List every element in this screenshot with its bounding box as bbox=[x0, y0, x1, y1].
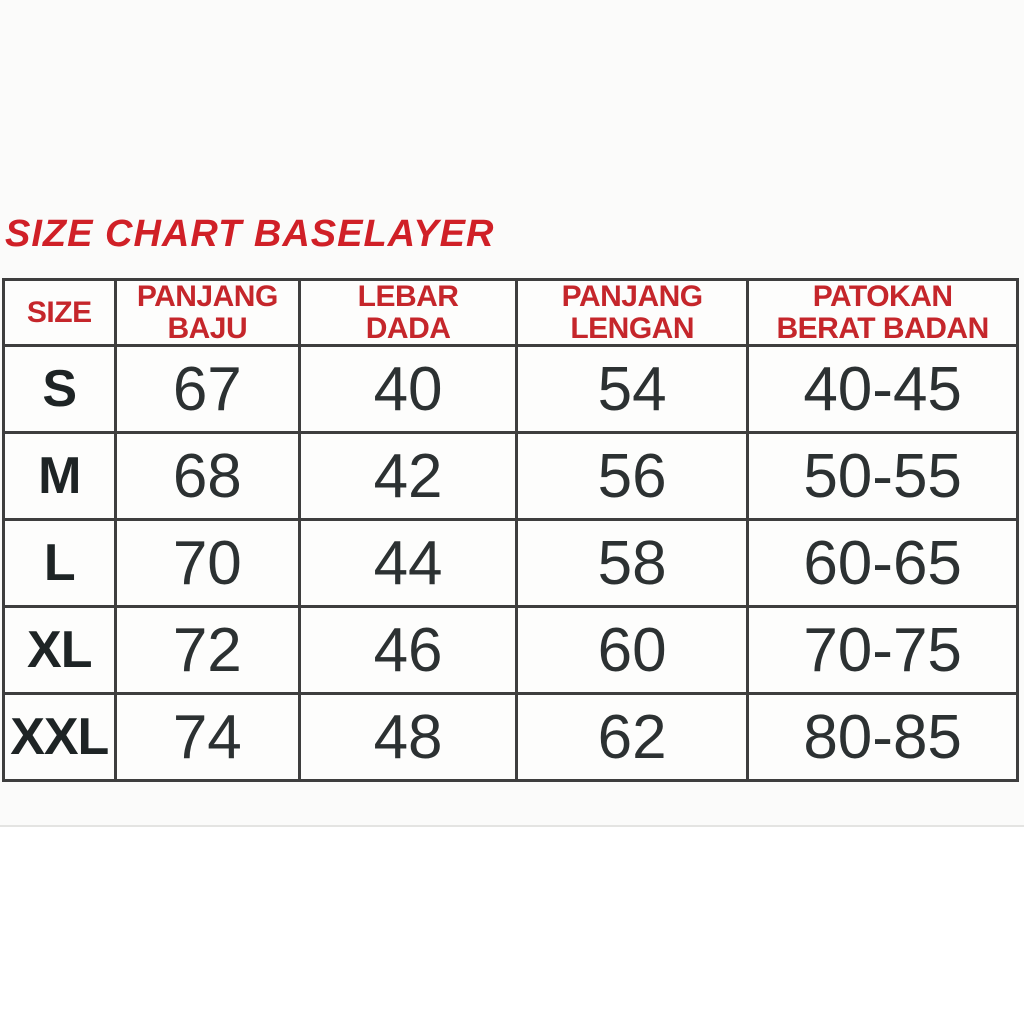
measurement-value-cell: 72 bbox=[113, 605, 302, 695]
column-header-patokan_berat_badan: PATOKAN BERAT BADAN bbox=[746, 278, 1019, 347]
measurement-value-cell: 70-75 bbox=[746, 605, 1019, 695]
measurement-value-cell: 40-45 bbox=[746, 344, 1019, 434]
column-header-panjang_lengan: PANJANG LENGAN bbox=[515, 278, 750, 347]
size-label-cell: L bbox=[2, 518, 117, 608]
measurement-value-cell: 54 bbox=[515, 344, 750, 434]
measurement-value-cell: 67 bbox=[113, 344, 302, 434]
size-label-cell: XL bbox=[2, 605, 117, 695]
size-label-cell: M bbox=[2, 431, 117, 521]
measurement-value-cell: 70 bbox=[113, 518, 302, 608]
measurement-value-cell: 46 bbox=[298, 605, 519, 695]
measurement-value-cell: 60 bbox=[515, 605, 750, 695]
column-header-panjang_baju: PANJANG BAJU bbox=[113, 278, 302, 347]
measurement-value-cell: 44 bbox=[298, 518, 519, 608]
size-label-cell: XXL bbox=[2, 692, 117, 782]
size-chart-table: SIZE PANJANG BAJU LEBAR DADA PANJANG LENGAN PAT… bbox=[2, 278, 1019, 782]
measurement-value-cell: 62 bbox=[515, 692, 750, 782]
column-header-lebar_dada: LEBAR DADA bbox=[298, 278, 519, 347]
table-row: M 68 42 56 50-55 bbox=[2, 431, 1019, 521]
table-header-row: SIZE PANJANG BAJU LEBAR DADA PANJANG LENGAN PAT… bbox=[2, 278, 1019, 347]
measurement-value-cell: 60-65 bbox=[746, 518, 1019, 608]
page-title: SIZE CHART BASELAYER bbox=[5, 213, 495, 255]
measurement-value-cell: 42 bbox=[298, 431, 519, 521]
size-label-cell: S bbox=[2, 344, 117, 434]
measurement-value-cell: 80-85 bbox=[746, 692, 1019, 782]
table-row: S 67 40 54 40-45 bbox=[2, 344, 1019, 434]
measurement-value-cell: 74 bbox=[113, 692, 302, 782]
table-row: L 70 44 58 60-65 bbox=[2, 518, 1019, 608]
measurement-value-cell: 58 bbox=[515, 518, 750, 608]
measurement-value-cell: 48 bbox=[298, 692, 519, 782]
measurement-value-cell: 50-55 bbox=[746, 431, 1019, 521]
measurement-value-cell: 68 bbox=[113, 431, 302, 521]
measurement-value-cell: 56 bbox=[515, 431, 750, 521]
table-row: XXL 74 48 62 80-85 bbox=[2, 692, 1019, 782]
column-header-size: SIZE bbox=[2, 278, 117, 347]
table-row: XL 72 46 60 70-75 bbox=[2, 605, 1019, 695]
measurement-value-cell: 40 bbox=[298, 344, 519, 434]
